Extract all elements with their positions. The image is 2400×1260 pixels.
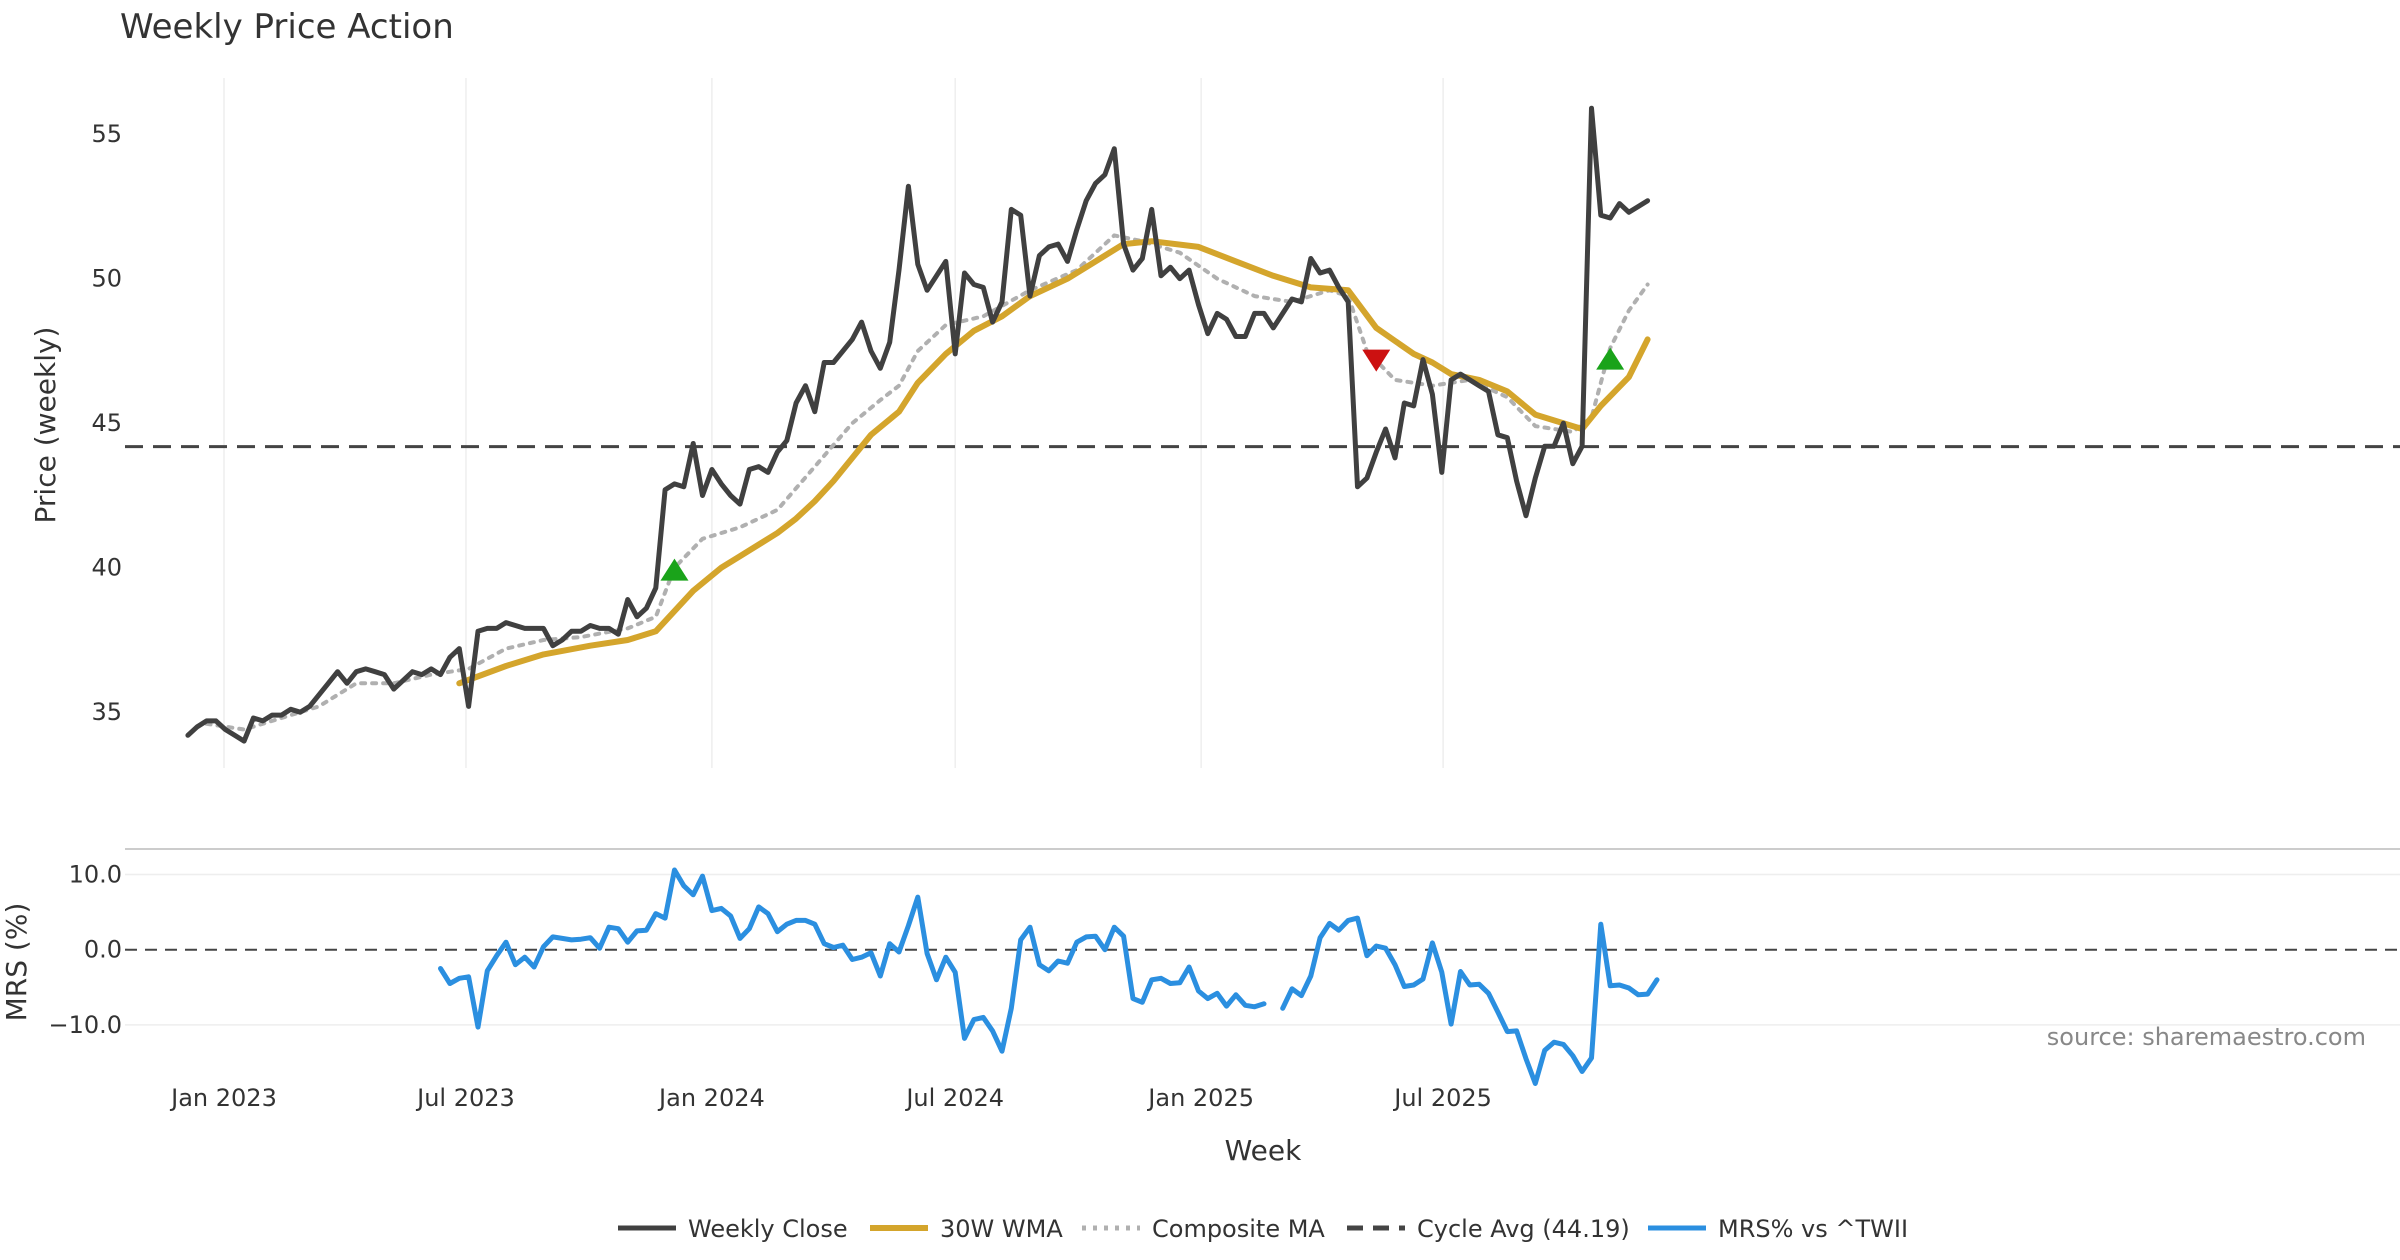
mrs-y-ticks: 10.0 0.0 −10.0 [48, 861, 122, 1039]
price-y-tick-label: 55 [91, 120, 122, 148]
source-label: source: sharemaestro.com [2047, 1023, 2366, 1051]
legend: Weekly Close 30W WMA Composite MA Cycle Avg… [618, 1215, 1908, 1243]
buy-signal-marker [1596, 347, 1625, 370]
legend-label: Composite MA [1152, 1215, 1325, 1243]
price-y-tick-label: 50 [91, 265, 122, 293]
legend-label: Cycle Avg (44.19) [1417, 1215, 1630, 1243]
mrs-grid [125, 873, 2400, 1026]
mrs-y-axis-label: MRS (%) [0, 903, 33, 1022]
chart-title: Weekly Price Action [120, 7, 454, 47]
mrs-series [438, 867, 1660, 1086]
legend-label: 30W WMA [940, 1215, 1063, 1243]
weekly-close-line [185, 105, 1651, 744]
price-series [185, 105, 1651, 744]
mrs-line [438, 867, 1267, 1054]
sell-signal-marker [1362, 349, 1391, 372]
x-ticks: Jan 2023 Jul 2023 Jan 2024 Jul 2024 Jan 2025… [169, 1084, 1492, 1112]
x-tick-label: Jul 2024 [904, 1084, 1004, 1112]
price-y-tick-label: 45 [91, 409, 122, 437]
x-tick-label: Jul 2025 [1392, 1084, 1492, 1112]
mrs-y-tick-label: −10.0 [48, 1011, 122, 1039]
mrs-y-tick-label: 0.0 [84, 936, 122, 964]
price-grid [223, 78, 1444, 768]
price-markers [660, 347, 1625, 581]
x-tick-label: Jul 2023 [415, 1084, 515, 1112]
buy-signal-marker [660, 558, 689, 581]
price-y-axis-label: Price (weekly) [29, 327, 62, 524]
legend-label: MRS% vs ^TWII [1718, 1215, 1908, 1243]
x-axis-label: Week [1225, 1134, 1302, 1167]
x-tick-label: Jan 2025 [1146, 1084, 1254, 1112]
mrs-y-tick-label: 10.0 [69, 861, 122, 889]
x-tick-label: Jan 2024 [657, 1084, 765, 1112]
mrs-line [1280, 915, 1660, 1086]
x-tick-label: Jan 2023 [169, 1084, 277, 1112]
price-y-ticks: 35 40 45 50 55 [91, 120, 122, 726]
legend-label: Weekly Close [688, 1215, 848, 1243]
composite-ma-line [204, 233, 1650, 732]
price-y-tick-label: 35 [91, 698, 122, 726]
price-y-tick-label: 40 [91, 554, 122, 582]
